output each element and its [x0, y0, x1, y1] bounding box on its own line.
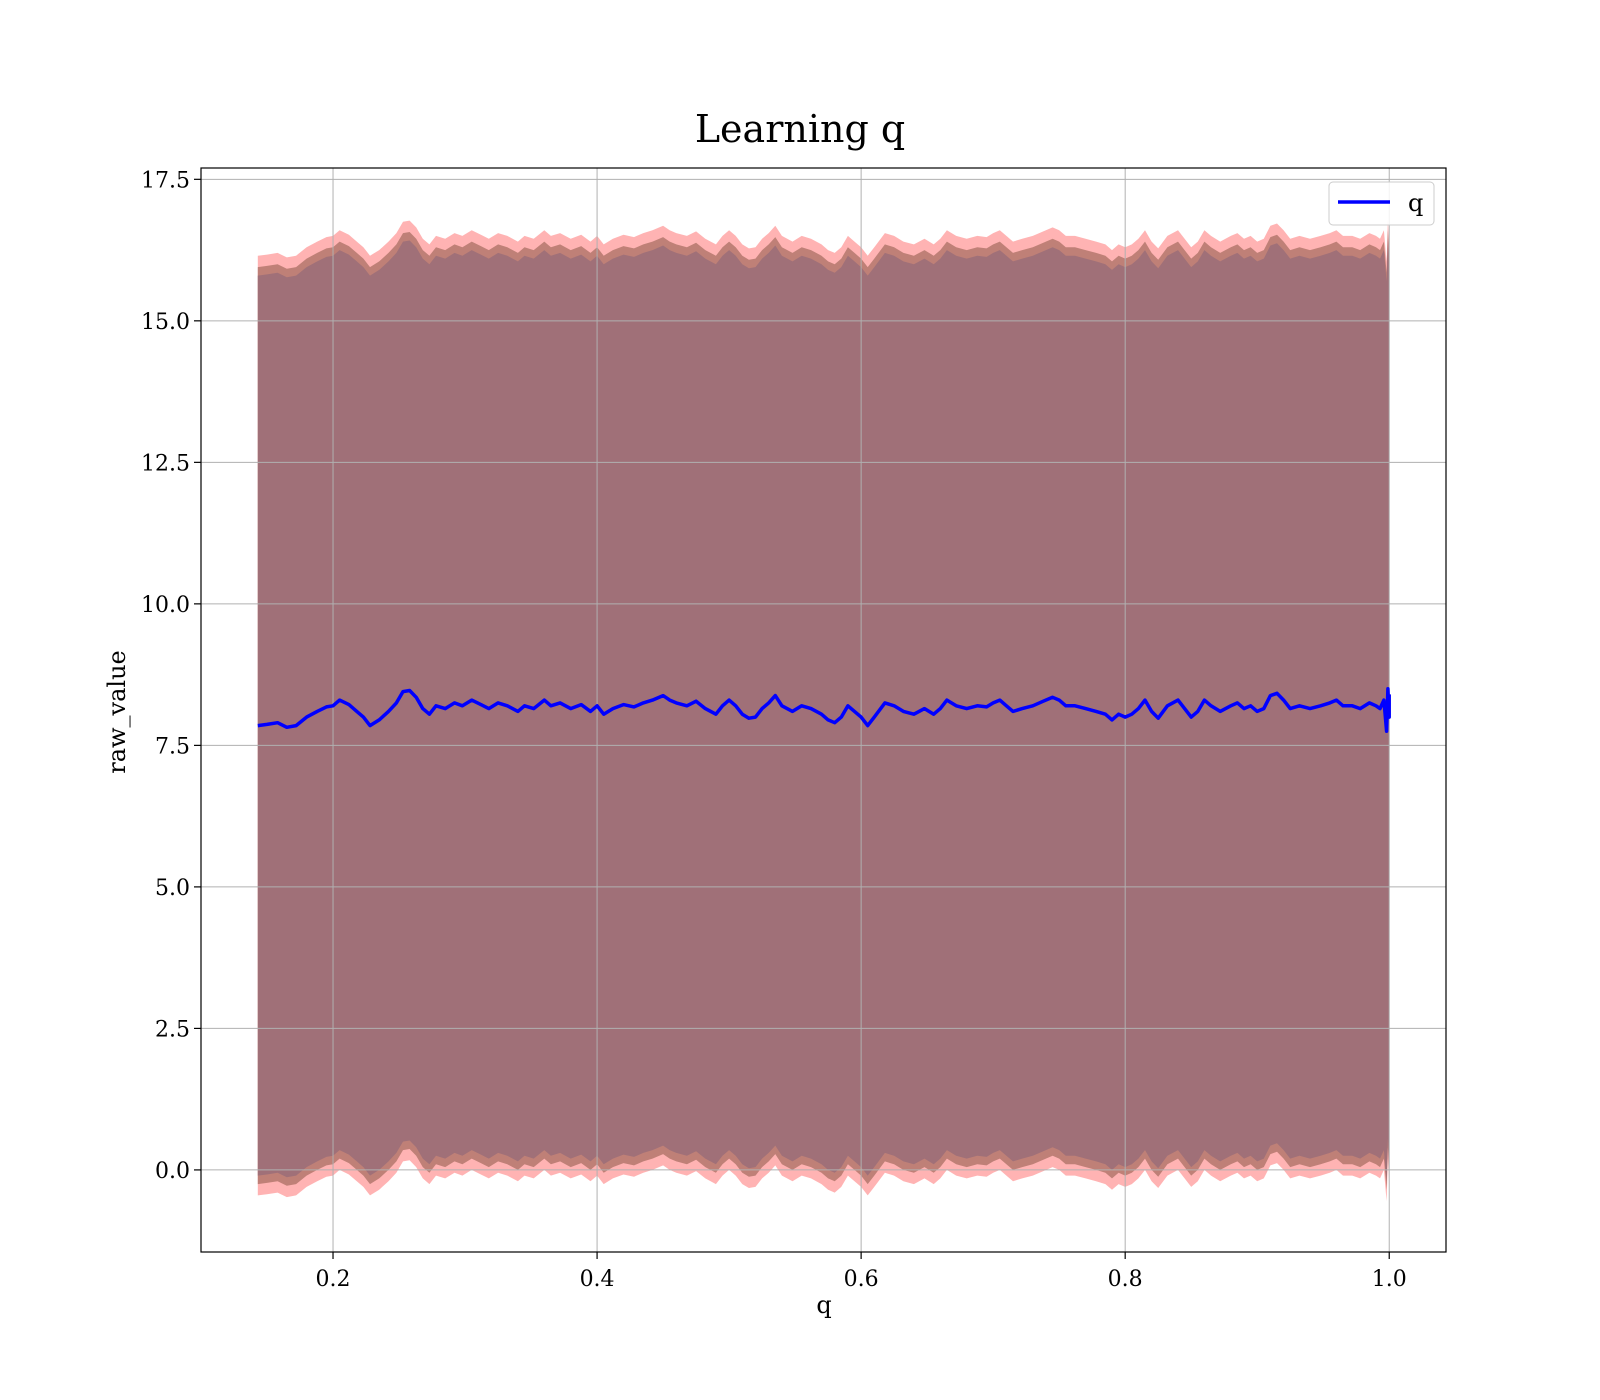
- x-tick-label: 0.4: [580, 1267, 615, 1292]
- y-tick-label: 10.0: [141, 593, 190, 618]
- x-tick-label: 0.2: [316, 1267, 351, 1292]
- x-tick-label: 1.0: [1372, 1267, 1407, 1292]
- y-tick-label: 2.5: [155, 1017, 190, 1042]
- x-tick-label: 0.6: [844, 1267, 879, 1292]
- plot-area: [200, 167, 1447, 1253]
- plot-frame: [200, 167, 1447, 1253]
- x-axis-label: q: [816, 1291, 831, 1319]
- y-tick-label: 7.5: [155, 734, 190, 759]
- y-tick-label: 12.5: [141, 451, 190, 476]
- x-tick-label: 0.8: [1108, 1267, 1143, 1292]
- series-line-q: [257, 687, 1391, 733]
- x-axis-ticks: 0.2 0.4 0.6 0.8 1.0: [316, 1252, 1407, 1292]
- confidence-bands: [257, 218, 1390, 1202]
- series-lines: [257, 687, 1391, 733]
- grid-lines: [201, 168, 1446, 1252]
- chart-title: Learning q: [695, 107, 905, 151]
- legend-label: q: [1408, 189, 1423, 217]
- y-tick-label: 17.5: [141, 168, 190, 193]
- y-tick-label: 15.0: [141, 310, 190, 335]
- y-tick-label: 0.0: [155, 1159, 190, 1184]
- band-inner: [257, 238, 1390, 1182]
- y-tick-label: 5.0: [155, 876, 190, 901]
- legend: q: [1328, 181, 1435, 226]
- y-axis-label: raw_value: [103, 650, 131, 774]
- y-axis-ticks: 0.0 2.5 5.0 7.5 10.0 12.5 15.0 17.5: [141, 168, 201, 1184]
